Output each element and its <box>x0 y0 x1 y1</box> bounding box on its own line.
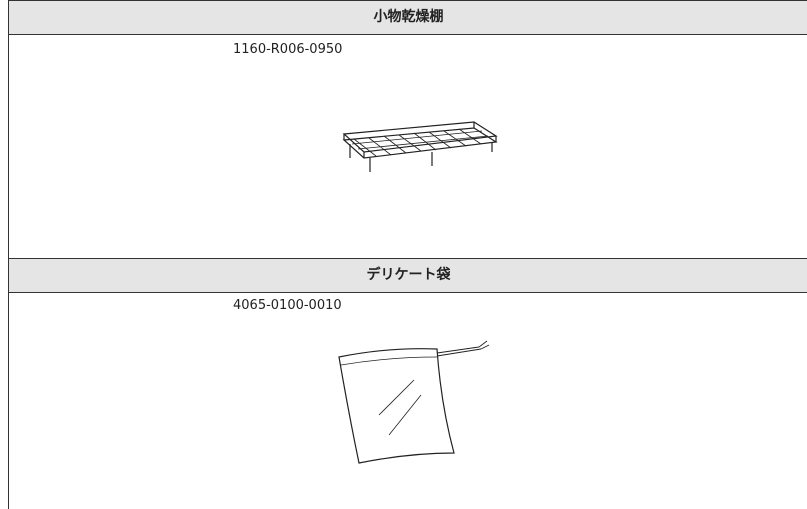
bag-illustration <box>338 340 490 464</box>
parts-table: 小物乾燥棚 1160-R006-0950 デリケート袋 4065-0100-00… <box>8 0 807 509</box>
part-number: 4065-0100-0010 <box>233 298 342 313</box>
section-title: 小物乾燥棚 <box>9 0 807 35</box>
part-number: 1160-R006-0950 <box>233 42 343 57</box>
section-title: デリケート袋 <box>9 258 807 293</box>
rack-illustration <box>342 121 498 172</box>
